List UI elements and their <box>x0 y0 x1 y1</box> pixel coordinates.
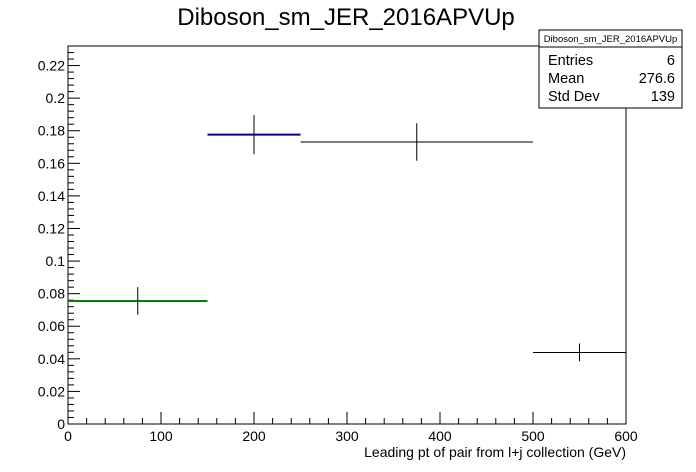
y-tick-label: 0.04 <box>38 351 65 367</box>
x-tick-label: 500 <box>521 428 545 444</box>
y-tick-label: 0.2 <box>46 90 66 106</box>
x-tick-label: 400 <box>428 428 452 444</box>
stats-box-title: Diboson_sm_JER_2016APVUp <box>544 34 678 45</box>
stats-box-frame <box>538 29 683 109</box>
x-tick-label: 300 <box>335 428 359 444</box>
y-tick-label: 0 <box>57 416 65 432</box>
x-tick-label: 600 <box>614 428 638 444</box>
y-tick-label: 0.08 <box>38 286 65 302</box>
y-tick-label: 0.06 <box>38 318 65 334</box>
x-axis-title: Leading pt of pair from l+j collection (… <box>364 444 626 460</box>
y-tick-label: 0.18 <box>38 123 65 139</box>
y-tick-label: 0.02 <box>38 383 65 399</box>
x-tick-label: 200 <box>242 428 266 444</box>
y-tick-label: 0.22 <box>38 58 65 74</box>
histogram-bins <box>68 115 626 362</box>
y-axis: 0 0.02 0.04 0.06 0.08 0.1 0.12 0.14 0.16 0.18 0.2 0… <box>38 45 80 432</box>
y-tick-label: 0.16 <box>38 155 65 171</box>
stats-entries-label: Entries <box>548 53 593 69</box>
stats-mean-label: Mean <box>548 71 584 87</box>
y-tick-label: 0.14 <box>38 188 65 204</box>
x-tick-label: 0 <box>64 428 72 444</box>
y-tick-label: 0.1 <box>46 253 66 269</box>
x-tick-label: 100 <box>149 428 173 444</box>
chart-title: Diboson_sm_JER_2016APVUp <box>177 4 515 31</box>
y-tick-label: 0.12 <box>38 220 65 236</box>
stats-box: Diboson_sm_JER_2016APVUp Entries 6 Mean … <box>538 29 683 109</box>
stats-mean-value: 276.6 <box>639 71 675 87</box>
x-axis: 0 100 200 300 400 500 600 <box>64 412 638 444</box>
stats-entries-value: 6 <box>667 53 675 69</box>
stats-stddev-value: 139 <box>651 89 675 105</box>
stats-stddev-label: Std Dev <box>548 89 600 105</box>
